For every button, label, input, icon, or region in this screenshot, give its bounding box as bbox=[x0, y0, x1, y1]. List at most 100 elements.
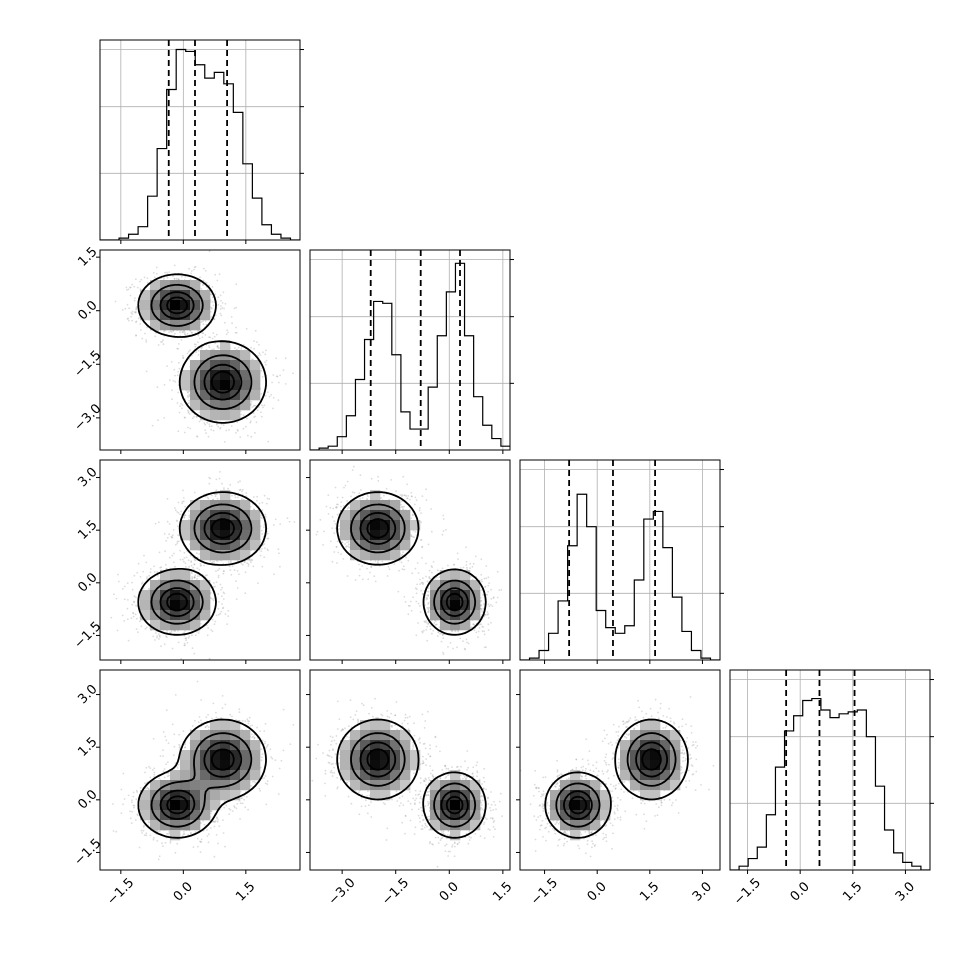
scatter-point bbox=[198, 575, 201, 577]
scatter-point bbox=[251, 406, 254, 408]
scatter-point bbox=[182, 357, 185, 359]
scatter-point bbox=[261, 509, 264, 511]
scatter-point bbox=[222, 598, 225, 600]
scatter-point bbox=[454, 630, 456, 632]
scatter-point bbox=[148, 574, 151, 577]
scatter-point bbox=[234, 331, 237, 334]
scatter-point bbox=[212, 429, 215, 432]
scatter-point bbox=[134, 278, 137, 281]
scatter-point bbox=[212, 586, 215, 588]
density-cell bbox=[190, 510, 201, 521]
scatter-point bbox=[472, 623, 475, 626]
scatter-point bbox=[160, 341, 162, 343]
scatter-point bbox=[213, 318, 216, 321]
scatter-point bbox=[171, 554, 174, 557]
scatter-point bbox=[187, 412, 190, 414]
scatter-point bbox=[286, 517, 289, 520]
scatter-point bbox=[207, 435, 210, 438]
scatter-point bbox=[235, 598, 238, 600]
scatter-point bbox=[180, 658, 183, 660]
scatter-point bbox=[152, 635, 155, 638]
scatter-point bbox=[214, 495, 217, 498]
scatter-point bbox=[198, 420, 201, 423]
density-cell bbox=[230, 370, 241, 381]
scatter-point bbox=[191, 572, 193, 575]
scatter-point bbox=[234, 496, 237, 499]
scatter-point bbox=[267, 537, 270, 540]
scatter-point bbox=[113, 593, 115, 596]
scatter-point bbox=[174, 543, 177, 546]
density-cell bbox=[140, 590, 151, 601]
scatter-point bbox=[264, 516, 267, 518]
density-cell bbox=[190, 620, 201, 631]
scatter-point bbox=[195, 552, 198, 555]
scatter-point bbox=[144, 628, 147, 630]
scatter-point bbox=[187, 402, 190, 405]
scatter-point bbox=[176, 511, 179, 513]
scatter-point bbox=[207, 627, 210, 629]
scatter-point bbox=[264, 361, 266, 363]
scatter-point bbox=[240, 416, 242, 419]
scatter-point bbox=[222, 570, 225, 572]
scatter-point bbox=[229, 569, 232, 571]
scatter-point bbox=[266, 548, 269, 551]
scatter-point bbox=[162, 343, 165, 346]
scatter-point bbox=[222, 591, 225, 594]
scatter-point bbox=[231, 322, 234, 325]
scatter-point bbox=[222, 291, 225, 294]
scatter-point bbox=[219, 426, 222, 429]
contour-line bbox=[159, 291, 243, 401]
scatter-point bbox=[181, 500, 184, 503]
scatter-point bbox=[467, 642, 470, 645]
scatter-point bbox=[276, 375, 279, 378]
scatter-point bbox=[196, 577, 198, 580]
scatter-point bbox=[184, 333, 187, 336]
scatter-point bbox=[187, 426, 189, 429]
density-cell bbox=[230, 400, 241, 411]
scatter-point bbox=[170, 361, 173, 363]
scatter-point bbox=[218, 477, 221, 480]
scatter-point bbox=[187, 350, 190, 353]
scatter-point bbox=[488, 582, 491, 585]
density-cell bbox=[200, 310, 211, 321]
scatter-point bbox=[185, 639, 188, 642]
panel-content bbox=[310, 250, 510, 450]
scatter-point bbox=[214, 293, 217, 296]
scatter-point bbox=[183, 560, 185, 563]
scatter-point bbox=[412, 596, 414, 599]
scatter-point bbox=[164, 329, 167, 332]
scatter-point bbox=[204, 270, 207, 272]
scatter-point bbox=[193, 491, 196, 494]
scatter-point bbox=[223, 592, 226, 595]
scatter-point bbox=[126, 607, 129, 610]
scatter-point bbox=[239, 480, 241, 483]
scatter-point bbox=[191, 417, 194, 420]
scatter-point bbox=[272, 374, 275, 376]
scatter-point bbox=[227, 487, 230, 490]
scatter-point bbox=[145, 626, 148, 629]
scatter-point bbox=[183, 516, 186, 519]
scatter-point bbox=[265, 359, 268, 362]
contour-line bbox=[166, 296, 235, 394]
density-cell bbox=[200, 500, 211, 511]
scatter-point bbox=[210, 597, 213, 600]
scatter-point bbox=[237, 430, 239, 432]
scatter-point bbox=[421, 631, 424, 634]
density-cell bbox=[190, 290, 201, 301]
scatter-point bbox=[135, 334, 137, 337]
scatter-point bbox=[429, 625, 432, 628]
scatter-point bbox=[154, 335, 157, 338]
scatter-point bbox=[127, 288, 130, 291]
scatter-point bbox=[192, 566, 195, 569]
scatter-point bbox=[214, 314, 217, 316]
scatter-point bbox=[263, 404, 266, 407]
density-cell bbox=[180, 300, 191, 311]
scatter-point bbox=[160, 645, 162, 648]
scatter-point bbox=[437, 631, 440, 634]
scatter-point bbox=[131, 283, 134, 286]
scatter-point bbox=[183, 551, 186, 554]
scatter-point bbox=[177, 371, 180, 373]
density-cell bbox=[240, 350, 251, 361]
scatter-point bbox=[452, 647, 454, 650]
scatter-point bbox=[156, 571, 159, 573]
